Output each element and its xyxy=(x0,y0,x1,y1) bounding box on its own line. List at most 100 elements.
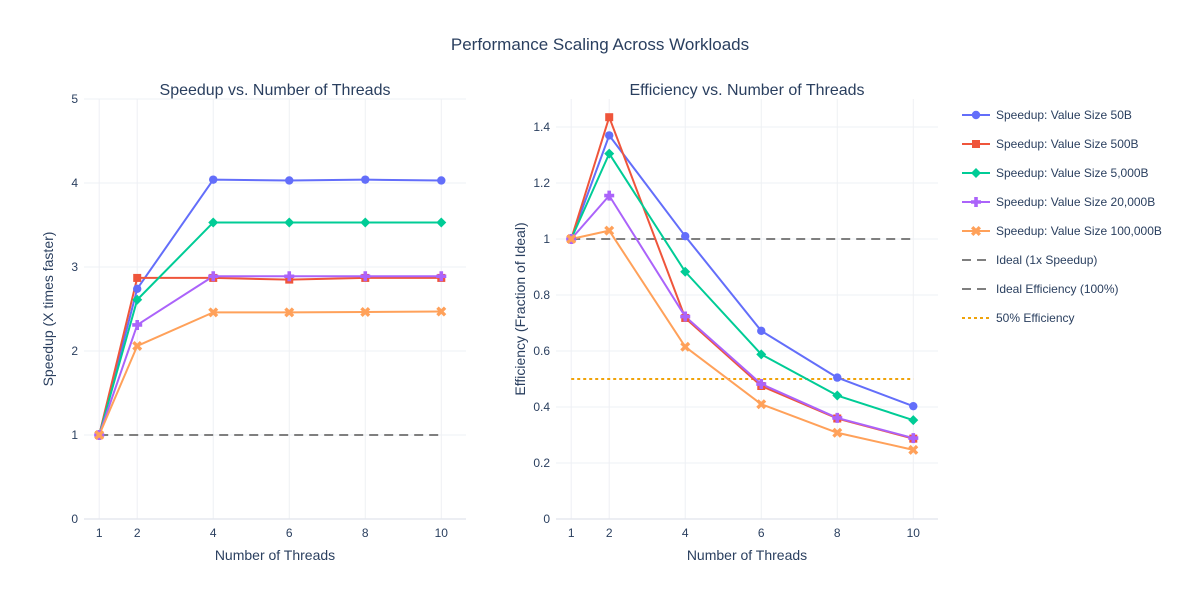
legend-swatch-marker xyxy=(971,168,981,178)
efficiency-point-value-size-100-000b xyxy=(566,233,577,245)
legend-swatch-marker xyxy=(972,140,980,148)
efficiency-x-tick-label: 4 xyxy=(682,526,689,540)
efficiency-point-value-size-20-000b xyxy=(680,311,691,322)
efficiency-point-value-size-5-000b xyxy=(680,266,691,277)
speedup-point-value-size-5-000b xyxy=(284,217,295,228)
efficiency-point-value-size-5-000b xyxy=(756,349,767,360)
speedup-y-tick-label: 1 xyxy=(71,428,78,442)
efficiency-y-tick-label: 1 xyxy=(543,232,550,246)
legend-item-speedup-value-size-100-000b[interactable]: Speedup: Value Size 100,000B xyxy=(962,224,1162,238)
speedup-point-value-size-50b xyxy=(285,176,294,185)
speedup-y-tick-label: 2 xyxy=(71,344,78,358)
efficiency-point-value-size-100-000b xyxy=(680,341,691,352)
efficiency-line-value-size-5-000b xyxy=(570,152,914,422)
efficiency-point-value-size-100-000b xyxy=(908,444,919,455)
efficiency-y-tick-label: 1.4 xyxy=(533,120,550,134)
efficiency-x-axis-label: Number of Threads xyxy=(687,547,807,563)
efficiency-point-value-size-5-000b xyxy=(604,148,615,159)
legend-swatch-marker xyxy=(971,110,981,120)
speedup-axes: 1 2 4 6 8 10 0 1 2 3 4 5 xyxy=(71,92,466,540)
speedup-point-value-size-5-000b xyxy=(360,217,371,228)
efficiency-reference-lines xyxy=(571,238,914,380)
speedup-line-value-size-100-000b xyxy=(98,310,442,436)
efficiency-point-value-size-5-000b xyxy=(908,415,919,426)
speedup-point-value-size-20-000b xyxy=(284,271,295,282)
efficiency-line-value-size-100-000b xyxy=(570,229,914,451)
efficiency-y-axis-label: Efficiency (Fraction of Ideal) xyxy=(512,222,528,395)
legend-label: 50% Efficiency xyxy=(996,311,1075,325)
legend-label: Speedup: Value Size 100,000B xyxy=(996,224,1162,238)
legend-item-50-efficiency[interactable]: 50% Efficiency xyxy=(962,311,1075,325)
efficiency-x-tick-label: 6 xyxy=(758,526,765,540)
speedup-line-value-size-500b xyxy=(98,276,442,436)
efficiency-point-value-size-500b xyxy=(605,113,614,122)
efficiency-series xyxy=(566,113,919,455)
speedup-point-value-size-100-000b xyxy=(94,429,105,441)
efficiency-point-value-size-50b xyxy=(833,373,842,382)
speedup-x-tick-label: 2 xyxy=(134,526,141,540)
speedup-point-value-size-50b xyxy=(361,175,370,184)
speedup-x-tick-label: 8 xyxy=(362,526,369,540)
efficiency-y-tick-label: 0.2 xyxy=(533,456,550,470)
speedup-x-tick-label: 10 xyxy=(435,526,449,540)
efficiency-point-value-size-20-000b xyxy=(756,379,767,390)
efficiency-x-tick-label: 2 xyxy=(606,526,613,540)
efficiency-point-value-size-100-000b xyxy=(832,427,843,438)
efficiency-y-tick-label: 0.4 xyxy=(533,400,550,414)
efficiency-point-value-size-20-000b xyxy=(908,433,919,444)
speedup-y-tick-label: 3 xyxy=(71,260,78,274)
legend-item-ideal-1x-speedup[interactable]: Ideal (1x Speedup) xyxy=(962,253,1097,267)
speedup-point-value-size-500b xyxy=(133,273,142,282)
efficiency-y-tick-label: 0.8 xyxy=(533,288,550,302)
legend-swatch-marker xyxy=(971,197,981,207)
speedup-point-value-size-5-000b xyxy=(208,217,219,228)
speedup-point-value-size-20-000b xyxy=(436,271,447,282)
efficiency-point-value-size-20-000b xyxy=(604,190,615,201)
speedup-x-tick-label: 4 xyxy=(210,526,217,540)
speedup-y-tick-label: 4 xyxy=(71,176,78,190)
speedup-point-value-size-100-000b xyxy=(208,307,219,318)
efficiency-point-value-size-100-000b xyxy=(604,225,615,236)
legend-item-speedup-value-size-20-000b[interactable]: Speedup: Value Size 20,000B xyxy=(962,195,1155,209)
speedup-point-value-size-20-000b xyxy=(132,319,143,330)
legend-label: Speedup: Value Size 50B xyxy=(996,108,1132,122)
speedup-y-axis-label: Speedup (X times faster) xyxy=(40,232,56,387)
speedup-point-value-size-20-000b xyxy=(208,271,219,282)
speedup-point-value-size-50b xyxy=(209,175,218,184)
speedup-x-tick-label: 6 xyxy=(286,526,293,540)
speedup-series xyxy=(94,175,447,441)
speedup-line-value-size-50b xyxy=(98,178,442,436)
legend-label: Speedup: Value Size 20,000B xyxy=(996,195,1155,209)
legend-item-speedup-value-size-500b[interactable]: Speedup: Value Size 500B xyxy=(962,137,1139,151)
speedup-grid xyxy=(84,98,466,519)
speedup-y-tick-label: 5 xyxy=(71,92,78,106)
speedup-line-value-size-5-000b xyxy=(98,221,442,436)
figure-title: Performance Scaling Across Workloads xyxy=(451,35,749,54)
legend-item-speedup-value-size-5-000b[interactable]: Speedup: Value Size 5,000B xyxy=(962,166,1149,180)
speedup-point-value-size-100-000b xyxy=(284,307,295,318)
efficiency-point-value-size-5-000b xyxy=(832,390,843,401)
speedup-x-axis-label: Number of Threads xyxy=(215,547,335,563)
speedup-line-value-size-20-000b xyxy=(98,275,442,436)
legend-item-ideal-efficiency-100[interactable]: Ideal Efficiency (100%) xyxy=(962,282,1119,296)
efficiency-x-tick-label: 10 xyxy=(907,526,921,540)
speedup-x-tick-label: 1 xyxy=(96,526,103,540)
efficiency-point-value-size-50b xyxy=(757,326,766,336)
speedup-point-value-size-5-000b xyxy=(436,217,447,228)
efficiency-point-value-size-50b xyxy=(909,401,918,411)
legend-label: Speedup: Value Size 500B xyxy=(996,137,1139,151)
efficiency-point-value-size-100-000b xyxy=(756,399,767,410)
efficiency-panel: 1 2 4 6 8 10 0 0.2 0.4 0.6 0.8 1 1.2 1.4 Efficiency v… xyxy=(512,82,938,563)
legend-swatch-marker xyxy=(970,225,982,237)
efficiency-x-tick-label: 8 xyxy=(834,526,841,540)
efficiency-point-value-size-50b xyxy=(681,232,690,241)
speedup-point-value-size-20-000b xyxy=(360,271,371,282)
speedup-panel: 1 2 4 6 8 10 0 1 2 3 4 5 Speedup vs. Number of Thre… xyxy=(40,82,466,563)
speedup-point-value-size-100-000b xyxy=(360,306,371,317)
efficiency-y-tick-label: 1.2 xyxy=(533,176,550,190)
legend: Speedup: Value Size 50B Speedup: Value Si… xyxy=(962,108,1162,325)
efficiency-point-value-size-20-000b xyxy=(832,412,843,423)
legend-item-speedup-value-size-50b[interactable]: Speedup: Value Size 50B xyxy=(962,108,1132,122)
